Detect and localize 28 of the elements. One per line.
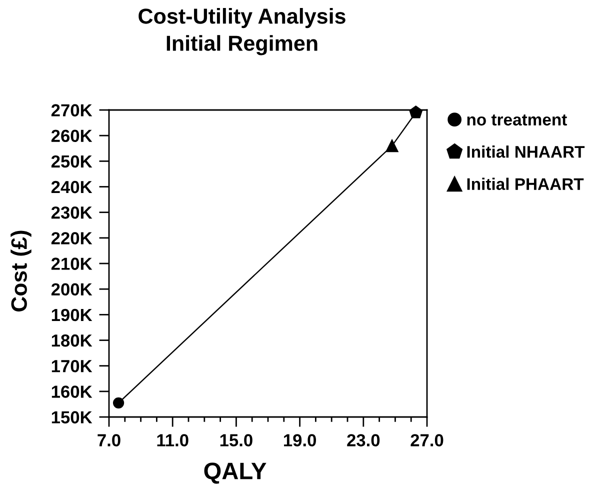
x-tick-label: 23.0 (347, 434, 380, 446)
y-axis-title: Cost (£) (10, 230, 32, 312)
y-tick-label: 250K (51, 155, 92, 168)
chart-title: Cost-Utility Analysis Initial Regimen (138, 8, 346, 56)
y-tick-label: 170K (52, 360, 92, 372)
y-tick-label: 260K (51, 130, 92, 142)
y-tick-label: 220K (51, 232, 92, 244)
x-tick-label: 11.0 (157, 434, 188, 446)
y-tick-label: 150K (52, 411, 92, 424)
x-tick-label: 15.0 (220, 434, 252, 446)
y-tick-label: 190K (52, 308, 92, 322)
y-tick-label: 240K (51, 180, 92, 194)
legend-label: Initial NHAART (467, 146, 585, 158)
y-tick-label: 160K (52, 386, 92, 398)
legend-label: no treatment (467, 114, 567, 126)
y-tick-label: 230K (51, 206, 92, 219)
point (112, 397, 124, 408)
x-axis-title: QALY (204, 462, 266, 484)
x-tick-label: 27.0 (410, 434, 444, 446)
x-tick-label: 19.0 (284, 434, 316, 446)
point (386, 140, 398, 152)
y-tick-label: 180K (52, 334, 92, 347)
y-tick-label: 210K (51, 258, 92, 270)
legend-label: Initial PHAART (467, 178, 584, 190)
y-tick-label: 270K (51, 104, 92, 116)
point (409, 106, 423, 118)
x-tick-label: 7.0 (98, 434, 120, 446)
y-tick-label: 200K (51, 283, 92, 296)
